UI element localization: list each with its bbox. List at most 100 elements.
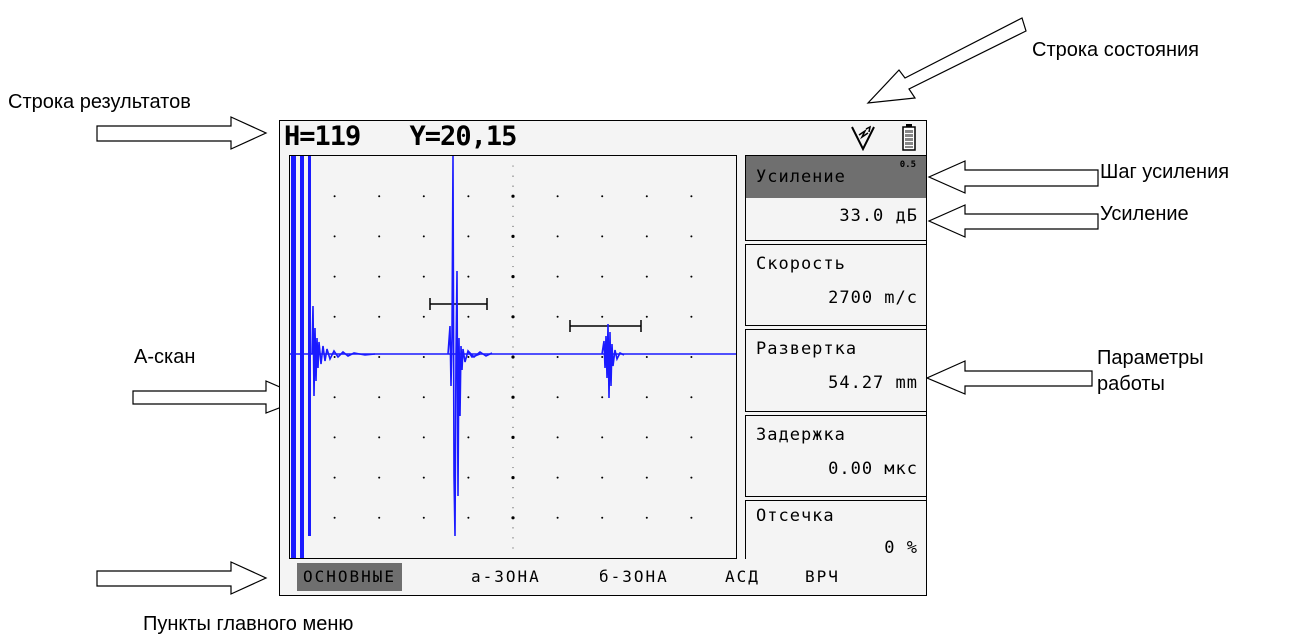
grid-dot bbox=[512, 366, 514, 368]
grid-dot bbox=[512, 185, 514, 187]
param-gain-label: Усиление bbox=[756, 167, 846, 187]
grid-dot bbox=[378, 356, 381, 358]
grid-dot bbox=[422, 516, 425, 519]
grid-dot bbox=[467, 315, 470, 318]
grid-dot bbox=[512, 507, 514, 509]
grid-dot bbox=[601, 315, 604, 318]
param-gain-step: 0.5 bbox=[899, 160, 916, 170]
grid-dot bbox=[422, 195, 425, 198]
trigger-icon bbox=[851, 125, 875, 151]
grid-dot bbox=[512, 547, 514, 549]
param-delay[interactable]: Задержка 0.00 мкс bbox=[745, 415, 927, 497]
grid-dot bbox=[556, 235, 559, 238]
grid-dot bbox=[512, 255, 514, 258]
grid-dot bbox=[511, 476, 515, 480]
grid-dot bbox=[378, 235, 381, 238]
grid-dot bbox=[601, 275, 604, 278]
grid-dot bbox=[333, 396, 336, 399]
grid-dot bbox=[511, 194, 515, 198]
grid-dot bbox=[512, 245, 514, 248]
grid-dot bbox=[378, 195, 381, 198]
grid-dot bbox=[511, 275, 515, 279]
grid-dot bbox=[645, 476, 648, 479]
grid-dot bbox=[690, 195, 693, 198]
grid-dot bbox=[601, 436, 604, 439]
grid-dot bbox=[601, 396, 604, 399]
grid-dot bbox=[378, 436, 381, 439]
grid-dot bbox=[333, 195, 336, 198]
grid-dot bbox=[645, 436, 648, 439]
grid-dot bbox=[511, 395, 515, 399]
grid-dot bbox=[467, 396, 470, 399]
arrow-results-line bbox=[96, 116, 268, 150]
grid-dot bbox=[467, 235, 470, 238]
grid-dot bbox=[512, 286, 514, 288]
param-cutoff[interactable]: Отсечка 0 % bbox=[745, 500, 927, 559]
grid-dot bbox=[467, 195, 470, 198]
a-scan-plot bbox=[290, 155, 736, 558]
grid-dot bbox=[601, 356, 604, 358]
grid-dot bbox=[422, 436, 425, 439]
grid-dot bbox=[333, 436, 336, 439]
grid-dot bbox=[512, 326, 514, 328]
menu-item-zone-a[interactable]: а-ЗОНА bbox=[471, 567, 541, 586]
grid-dot bbox=[556, 195, 559, 198]
grid-dot bbox=[333, 356, 336, 358]
grid-dot bbox=[601, 195, 604, 198]
param-cutoff-value: 0 % bbox=[884, 538, 918, 558]
grid-dot bbox=[378, 476, 381, 479]
callout-params-line1: Параметры bbox=[1097, 347, 1204, 369]
main-menu: ОСНОВНЫЕ а-ЗОНА б-ЗОНА АСД ВРЧ bbox=[289, 563, 919, 593]
grid-dot bbox=[511, 315, 515, 319]
grid-dot bbox=[512, 165, 514, 167]
param-sweep-value: 54.27 mm bbox=[828, 373, 918, 393]
param-speed[interactable]: Скорость 2700 m/c bbox=[745, 244, 927, 326]
param-sweep-label: Развертка bbox=[756, 339, 858, 359]
grid-dot bbox=[422, 356, 425, 358]
grid-dot bbox=[422, 275, 425, 278]
battery-icon bbox=[902, 124, 916, 151]
grid-dot bbox=[422, 235, 425, 238]
menu-item-vrch[interactable]: ВРЧ bbox=[805, 567, 840, 586]
grid-dot bbox=[645, 356, 648, 358]
result-h: H=119 bbox=[284, 121, 361, 152]
param-gain-value: 33.0 дБ bbox=[839, 206, 918, 226]
grid-dot bbox=[511, 435, 515, 439]
grid-dot bbox=[422, 315, 425, 318]
grid-dot bbox=[512, 416, 514, 418]
callout-gain-step: Шаг усиления bbox=[1100, 161, 1230, 183]
grid-dot bbox=[512, 487, 514, 489]
grid-dot bbox=[690, 275, 693, 278]
grid-dot bbox=[512, 306, 514, 308]
grid-dot bbox=[333, 275, 336, 278]
grid-dot bbox=[601, 235, 604, 238]
grid-dot bbox=[512, 265, 514, 268]
param-sweep[interactable]: Развертка 54.27 mm bbox=[745, 329, 927, 412]
grid-dot bbox=[378, 315, 381, 318]
param-speed-value: 2700 m/c bbox=[828, 288, 918, 308]
grid-dot bbox=[690, 516, 693, 519]
grid-dot bbox=[467, 275, 470, 278]
grid-dot bbox=[378, 396, 381, 399]
grid-dot bbox=[512, 296, 514, 298]
param-gain-highlight bbox=[746, 156, 926, 198]
grid-dot bbox=[467, 356, 470, 358]
grid-dot bbox=[512, 376, 514, 378]
grid-dot bbox=[556, 516, 559, 519]
param-gain[interactable]: Усиление 0.5 33.0 дБ bbox=[745, 155, 927, 241]
gate-b bbox=[569, 320, 642, 332]
grid-dot bbox=[512, 406, 514, 408]
menu-item-main[interactable]: ОСНОВНЫЕ bbox=[297, 563, 403, 591]
grid-dot bbox=[601, 516, 604, 519]
param-cutoff-label: Отсечка bbox=[756, 506, 835, 526]
results-line: H=119 Y=20,15 bbox=[284, 121, 550, 155]
menu-item-asd[interactable]: АСД bbox=[725, 567, 760, 586]
menu-item-zone-b[interactable]: б-ЗОНА bbox=[599, 567, 669, 586]
callout-status-line: Строка состояния bbox=[1032, 39, 1200, 61]
grid-dot bbox=[333, 315, 336, 318]
grid-dot bbox=[467, 436, 470, 439]
grid-dot bbox=[511, 516, 515, 520]
callout-params-line2: работы bbox=[1097, 373, 1165, 395]
grid-dot bbox=[512, 537, 514, 539]
grid-dot bbox=[512, 215, 514, 217]
